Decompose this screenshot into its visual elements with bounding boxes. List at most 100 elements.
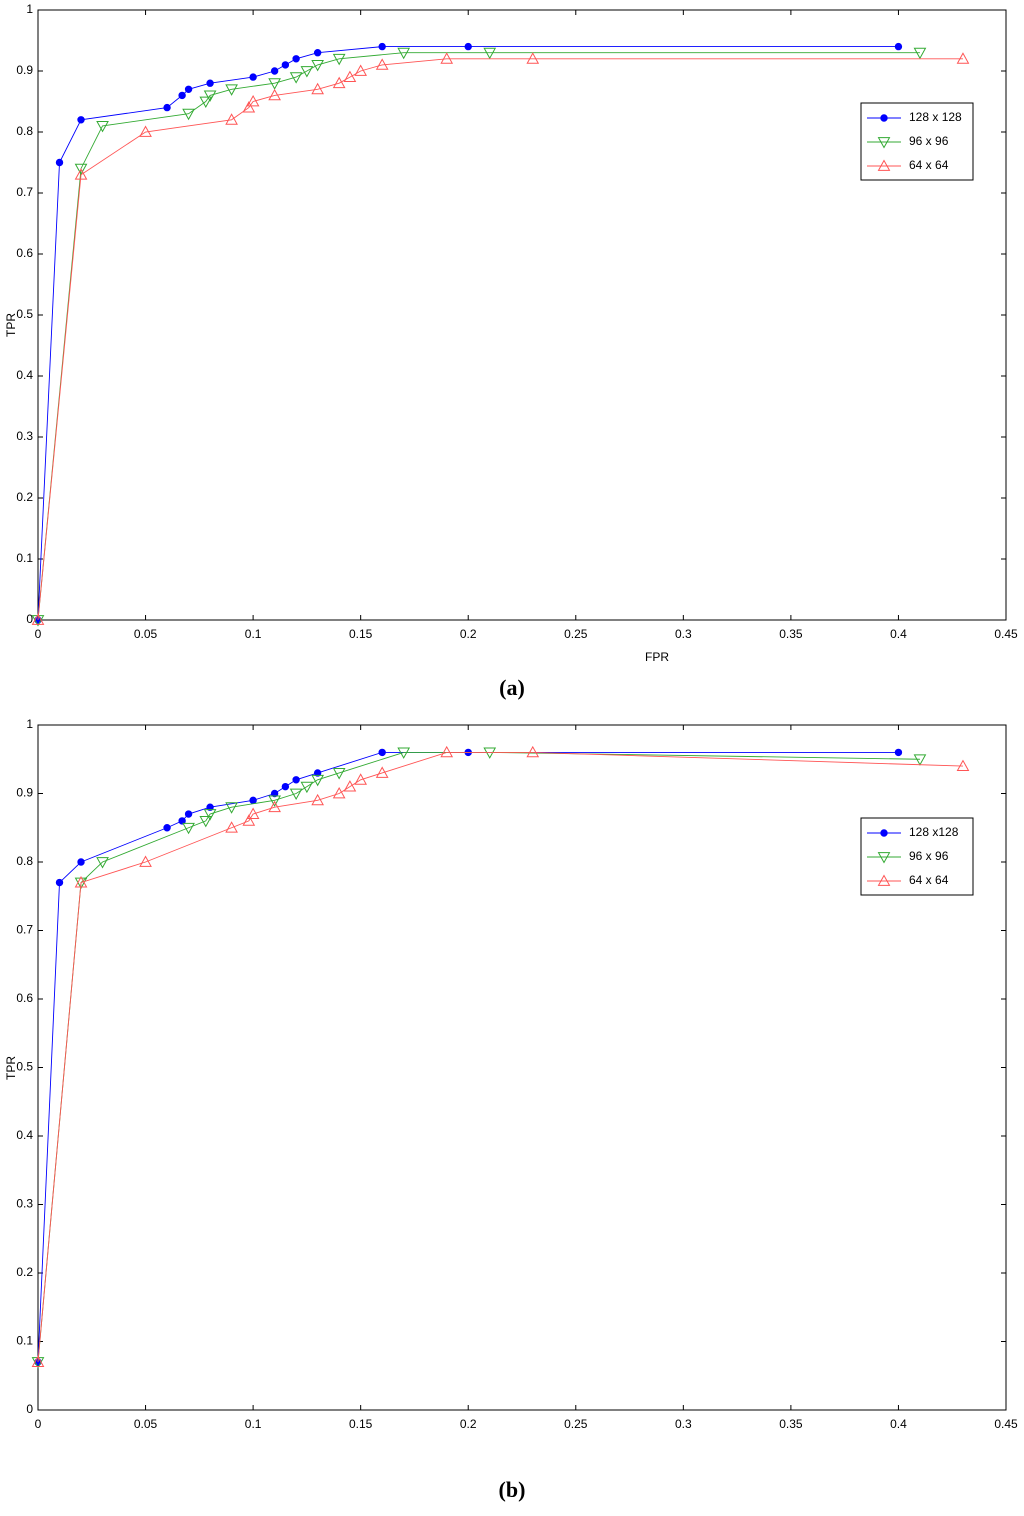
legend-label: 128 x128 <box>909 825 959 839</box>
x-tick-label: 0.15 <box>349 627 373 641</box>
marker <box>268 800 281 813</box>
y-tick-label: 0 <box>26 1402 33 1416</box>
marker <box>246 94 260 107</box>
marker <box>225 821 238 833</box>
marker <box>270 67 279 75</box>
marker <box>182 108 195 121</box>
x-tick-label: 0.25 <box>564 627 588 641</box>
marker <box>354 64 368 76</box>
caption: (b) <box>499 1477 526 1502</box>
marker <box>249 73 257 81</box>
marker <box>526 52 540 64</box>
series-line <box>37 52 920 621</box>
marker <box>203 90 217 102</box>
x-axis-label: FPR <box>645 650 669 664</box>
marker <box>199 816 213 828</box>
marker <box>894 748 903 757</box>
legend-marker <box>877 159 891 171</box>
marker <box>526 745 540 758</box>
marker <box>268 78 281 90</box>
marker <box>163 824 171 832</box>
marker <box>268 88 281 101</box>
marker <box>178 817 186 825</box>
marker <box>311 774 324 787</box>
legend-label: 64 x 64 <box>909 158 949 172</box>
marker <box>289 788 303 801</box>
y-tick-label: 0.9 <box>16 63 33 77</box>
marker <box>74 168 88 180</box>
marker <box>956 52 970 64</box>
marker <box>913 754 927 766</box>
marker <box>55 158 64 167</box>
y-tick-label: 0.3 <box>16 1197 33 1211</box>
y-tick-label: 0.7 <box>16 923 33 937</box>
marker <box>894 42 903 51</box>
marker <box>354 773 368 785</box>
marker <box>163 103 171 112</box>
marker <box>203 809 217 821</box>
x-tick-label: 0.1 <box>245 627 262 641</box>
y-tick-label: 0 <box>26 612 33 626</box>
marker <box>206 79 214 87</box>
x-tick-label: 0.45 <box>994 1417 1018 1431</box>
marker <box>74 877 88 890</box>
x-tick-label: 0.3 <box>675 1417 692 1431</box>
marker <box>242 101 256 113</box>
marker <box>300 781 314 794</box>
marker <box>311 60 324 72</box>
x-tick-label: 0.3 <box>675 627 692 641</box>
x-tick-label: 0.15 <box>349 1417 373 1431</box>
marker <box>178 91 186 100</box>
marker <box>397 747 411 759</box>
marker <box>332 768 346 780</box>
series-line <box>37 751 899 1363</box>
marker <box>184 85 193 94</box>
marker <box>440 745 454 758</box>
marker <box>77 858 85 866</box>
series-line <box>37 751 963 1363</box>
marker <box>343 70 357 82</box>
y-tick-label: 0.2 <box>16 490 33 504</box>
legend-label: 128 x 128 <box>909 110 962 124</box>
legend-marker <box>880 114 888 122</box>
marker <box>483 747 497 759</box>
legend-marker <box>877 137 891 149</box>
y-axis-label: TPR <box>4 313 18 337</box>
x-tick-label: 0 <box>35 1417 42 1431</box>
y-tick-label: 0.3 <box>16 429 33 443</box>
caption: (a) <box>499 675 525 700</box>
marker <box>270 789 279 798</box>
x-tick-label: 0.2 <box>460 1417 477 1431</box>
x-tick-label: 0.2 <box>460 627 477 641</box>
marker <box>225 802 238 814</box>
marker <box>956 759 970 771</box>
x-tick-label: 0.45 <box>994 627 1018 641</box>
y-axis-label: TPR <box>4 1056 18 1080</box>
y-tick-label: 0.5 <box>16 1060 33 1074</box>
legend-label: 96 x 96 <box>909 134 949 148</box>
legend-marker <box>877 852 891 864</box>
marker <box>343 780 357 792</box>
marker <box>96 857 109 869</box>
marker <box>397 47 411 60</box>
marker <box>55 878 64 887</box>
series-line <box>37 58 963 621</box>
x-tick-label: 0.25 <box>564 1417 588 1431</box>
marker <box>311 793 324 806</box>
y-tick-label: 0.7 <box>16 185 33 199</box>
marker <box>289 72 303 84</box>
marker <box>313 49 322 57</box>
y-tick-label: 0.4 <box>16 368 33 382</box>
marker <box>206 803 214 811</box>
marker <box>464 42 472 51</box>
marker <box>246 807 260 819</box>
series-line <box>37 46 899 621</box>
marker <box>77 116 85 124</box>
y-tick-label: 0.6 <box>16 246 33 260</box>
marker <box>378 748 386 757</box>
legend-marker <box>877 874 891 886</box>
x-tick-label: 0.05 <box>134 1417 158 1431</box>
y-tick-label: 0.6 <box>16 991 33 1005</box>
marker <box>292 776 300 784</box>
